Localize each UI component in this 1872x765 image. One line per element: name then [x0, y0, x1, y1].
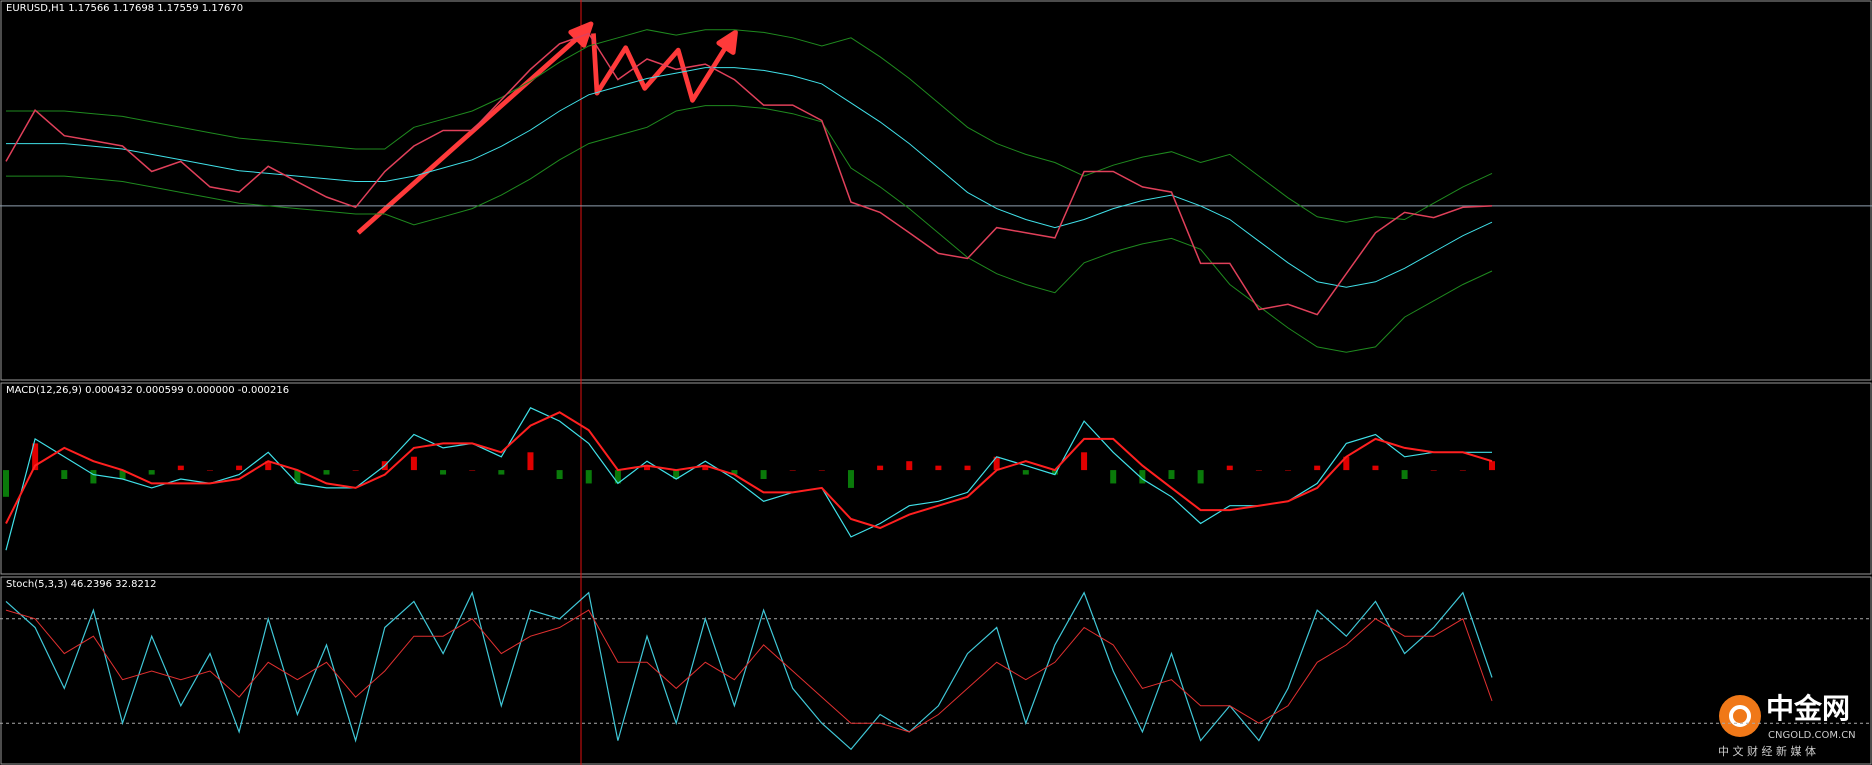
histogram-bar [644, 465, 651, 471]
histogram-bar [1372, 465, 1379, 471]
histogram-bar [585, 470, 592, 484]
histogram-bar [1081, 452, 1088, 471]
series-line [5, 407, 1492, 551]
histogram-bar [818, 470, 825, 471]
histogram-bar [61, 470, 68, 479]
histogram-bar [1168, 470, 1175, 479]
histogram-bar [1285, 470, 1292, 471]
histogram-bar [1459, 470, 1466, 471]
histogram-bar [148, 470, 155, 475]
histogram-bar [993, 456, 1000, 471]
histogram-bar [847, 470, 854, 488]
histogram-bar [469, 470, 476, 471]
logo-domain: CNGOLD.COM.CN [1768, 730, 1856, 741]
histogram-bar [352, 470, 359, 471]
panel-border [0, 382, 1872, 575]
histogram-bar [1401, 470, 1408, 479]
histogram-bar [1430, 470, 1437, 471]
histogram-bar [3, 470, 9, 497]
histogram-bar [236, 465, 243, 471]
histogram-bar [177, 465, 184, 471]
histogram-bar [527, 452, 534, 471]
histogram-bar [206, 470, 213, 471]
histogram-bar [731, 470, 738, 475]
histogram-bar [1314, 465, 1321, 471]
series-line [6, 29, 1493, 223]
histogram-bar [1343, 456, 1350, 471]
histogram-bar [1255, 470, 1262, 471]
histogram-bar [498, 470, 505, 475]
histogram-bar [1051, 470, 1058, 475]
logo-icon [1719, 695, 1761, 737]
histogram-bar [440, 470, 447, 475]
logo-icon [1729, 705, 1751, 727]
series-line [5, 411, 1493, 530]
series-line [6, 105, 1493, 353]
histogram-bar [1489, 461, 1495, 471]
histogram-bar [119, 470, 126, 479]
histogram-bar [556, 470, 563, 479]
histogram-bar [294, 470, 301, 484]
histogram-bar [410, 456, 417, 471]
logo-slogan: 中 文 财 经 新 媒 体 [1718, 744, 1816, 758]
annotation-arrows [356, 21, 738, 235]
histogram-bar [265, 461, 272, 471]
histogram-bar [1226, 465, 1233, 471]
histogram-bar [323, 470, 330, 475]
histogram-bar [877, 465, 884, 471]
series-line [6, 67, 1493, 288]
histogram-bar [789, 470, 796, 471]
histogram-bar [1197, 470, 1204, 484]
histogram-bar [702, 465, 709, 471]
histogram-bar [906, 461, 913, 471]
series-line [5, 609, 1493, 733]
histogram-bar [614, 470, 621, 484]
series-line [5, 32, 1493, 316]
panel-border [0, 0, 1872, 381]
histogram-bar [1110, 470, 1117, 484]
histogram-bar [673, 470, 680, 479]
histogram-bar [760, 470, 767, 479]
histogram-bar [32, 443, 39, 471]
histogram-bar [964, 465, 971, 471]
histogram-bar [1022, 470, 1029, 475]
panel-title: MACD(12,26,9) 0.000432 0.000599 0.000000… [6, 385, 289, 396]
arrowhead [716, 29, 738, 55]
series-line [5, 590, 1493, 751]
panel-title: EURUSD,H1 1.17566 1.17698 1.17559 1.1767… [6, 3, 243, 14]
arrow [591, 33, 731, 103]
histogram-bar [935, 465, 942, 471]
panel-border [0, 576, 1872, 765]
histogram-bar [90, 470, 97, 484]
arrow [356, 31, 585, 235]
panel-title: Stoch(5,3,3) 46.2396 32.8212 [6, 579, 157, 590]
histogram-bar [1139, 470, 1146, 484]
logo-name: 中金网 [1766, 692, 1850, 725]
logo: 中金网 CNGOLD.COM.CN 中 文 财 经 新 媒 体 [1718, 692, 1856, 758]
